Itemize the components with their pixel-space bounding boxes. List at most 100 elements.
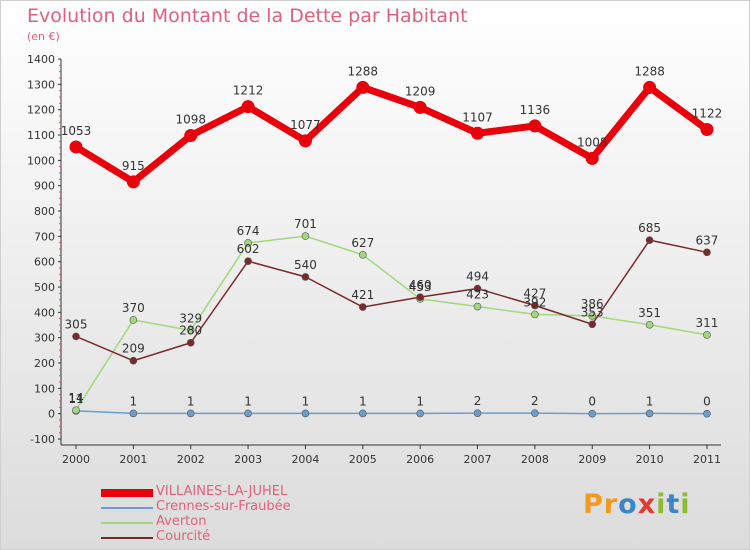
data-label: 1136: [520, 103, 551, 117]
series-point-3: [358, 303, 367, 311]
legend-swatch: [101, 507, 153, 509]
data-label: 540: [294, 258, 317, 272]
series-point-3: [129, 356, 138, 365]
data-label: 2: [531, 394, 539, 408]
y-tick-label: 500: [34, 281, 55, 294]
series-point-1: [358, 409, 367, 418]
data-label: 1077: [290, 118, 321, 132]
data-label: 1098: [175, 113, 206, 127]
line-chart: -100010020030040050060070080090010001100…: [27, 53, 723, 466]
y-tick-label: 400: [34, 306, 55, 319]
data-label: 0: [703, 395, 711, 409]
series-point-2: [129, 316, 138, 324]
series-point-0: [413, 100, 427, 114]
series-point-1: [244, 409, 252, 418]
y-tick-label: 600: [34, 256, 55, 269]
legend-swatch: [101, 522, 153, 524]
data-label: 460: [409, 278, 432, 292]
series-point-0: [471, 126, 485, 140]
legend: VILLAINES-LA-JUHEL Crennes-sur-Fraubée Ave…: [101, 484, 341, 545]
y-tick-label: 900: [34, 180, 55, 193]
x-tick-label: 2006: [406, 453, 434, 466]
legend-swatch: [101, 537, 153, 539]
y-tick-label: 0: [48, 408, 55, 421]
data-label: 329: [179, 311, 202, 325]
series-point-3: [473, 284, 482, 293]
data-label: 311: [696, 316, 719, 330]
data-label: 1: [187, 394, 195, 408]
series-point-0: [298, 134, 312, 148]
data-label: 1008: [577, 135, 608, 149]
legend-item: Averton: [101, 514, 341, 530]
data-label: 11: [68, 392, 83, 406]
series-point-2: [531, 310, 539, 319]
data-label: 392: [523, 295, 546, 309]
series-point-2: [645, 320, 654, 329]
data-label: 1122: [692, 106, 723, 120]
chart-title: Evolution du Montant de la Dette par Hab…: [27, 5, 468, 27]
series-point-2: [301, 232, 310, 240]
y-tick-label: 800: [34, 205, 55, 218]
data-label: 1107: [462, 110, 493, 124]
data-label: 701: [294, 217, 317, 231]
series-point-1: [473, 409, 482, 417]
data-label: 305: [65, 317, 88, 331]
x-tick-label: 2010: [636, 453, 664, 466]
series-point-3: [703, 248, 711, 257]
data-label: 1288: [348, 64, 379, 78]
y-tick-label: 300: [34, 332, 55, 345]
data-label: 427: [523, 287, 546, 301]
series-point-1: [129, 409, 138, 418]
data-label: 423: [466, 288, 489, 302]
x-tick-label: 2001: [119, 453, 147, 466]
data-label: 14: [68, 391, 83, 405]
data-label: 915: [122, 159, 145, 173]
series-point-0: [184, 129, 198, 143]
series-point-3: [186, 338, 195, 347]
series-point-1: [645, 409, 654, 418]
data-label: 494: [466, 270, 489, 284]
data-label: 1: [646, 394, 654, 408]
series-point-0: [700, 122, 714, 136]
series-point-1: [186, 409, 195, 418]
data-label: 280: [179, 324, 202, 338]
series-point-0: [585, 151, 599, 165]
y-tick-label: 1400: [27, 53, 55, 66]
series-point-0: [69, 140, 83, 154]
x-tick-label: 2007: [464, 453, 492, 466]
x-tick-label: 2000: [62, 453, 90, 466]
legend-label: Crennes-sur-Fraubée: [156, 499, 291, 514]
series-point-3: [416, 293, 424, 301]
series-line-1: [75, 410, 707, 415]
series-point-1: [531, 409, 539, 417]
data-label: 453: [409, 280, 432, 294]
series-point-2: [244, 239, 252, 247]
data-label: 637: [696, 233, 719, 247]
data-label: 1: [302, 394, 310, 408]
legend-item: Courcité: [101, 529, 341, 545]
series-point-0: [356, 80, 370, 94]
data-label: 1: [359, 394, 367, 408]
series-point-0: [241, 100, 255, 114]
data-label: 674: [237, 224, 260, 238]
series-line-3: [75, 239, 708, 362]
y-tick-label: 1200: [27, 104, 55, 117]
series-point-0: [643, 80, 657, 94]
data-label: 1: [130, 394, 138, 408]
proxiti-logo: Proxiti: [583, 489, 691, 520]
y-tick-label: 700: [34, 230, 55, 243]
x-tick-label: 2008: [521, 453, 549, 466]
y-tick-label: 1300: [27, 78, 55, 91]
data-label: 602: [237, 242, 260, 256]
data-label: 353: [581, 305, 604, 319]
series-point-0: [528, 119, 542, 133]
y-tick-label: 100: [34, 382, 55, 395]
data-label: 627: [351, 236, 374, 250]
x-tick-label: 2004: [291, 453, 319, 466]
data-label: 1288: [634, 64, 665, 78]
data-label: 421: [351, 288, 374, 302]
legend-swatch: [101, 489, 153, 497]
series-point-2: [72, 406, 80, 414]
data-label: 1053: [61, 124, 92, 138]
